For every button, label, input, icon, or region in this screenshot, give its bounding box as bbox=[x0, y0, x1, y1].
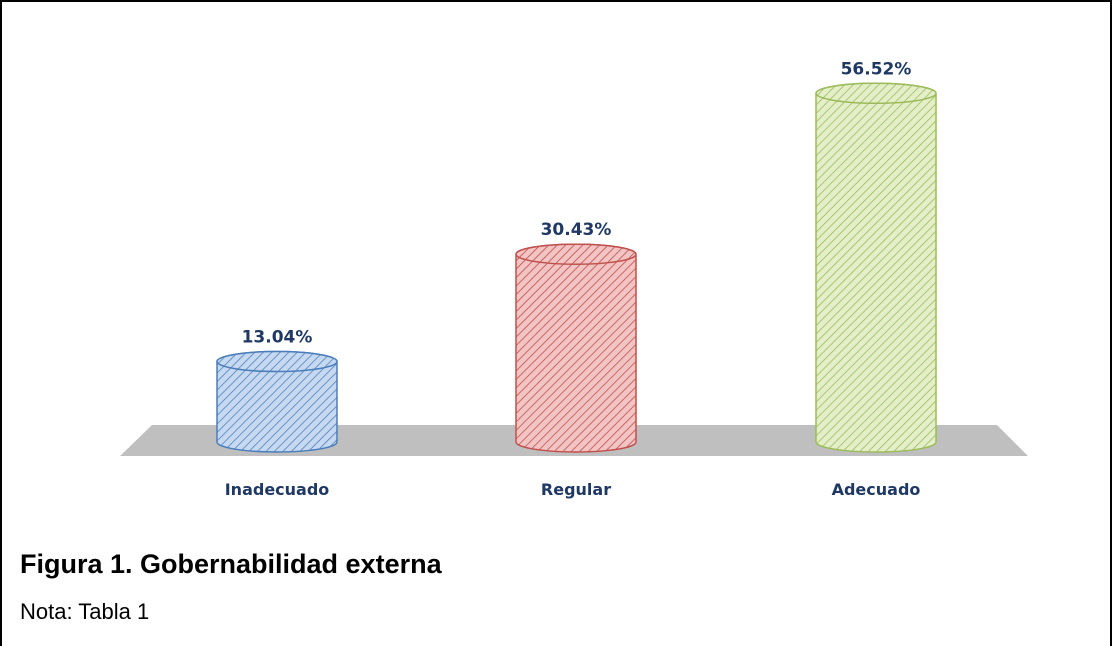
data-label-adecuado: 56.52% bbox=[841, 59, 912, 79]
figure-title: Figura 1. Gobernabilidad externa bbox=[20, 549, 442, 579]
data-label-regular: 30.43% bbox=[541, 220, 612, 240]
bar-top bbox=[515, 243, 637, 265]
bar-regular bbox=[515, 243, 637, 453]
figure-note: Nota: Tabla 1 bbox=[20, 599, 150, 624]
labels-layer: 13.04% Inadecuado 30.43% Regular 56.52% Adecu… bbox=[225, 59, 921, 499]
category-label-regular: Regular bbox=[541, 480, 611, 499]
bar-adecuado bbox=[815, 82, 937, 453]
bar-body bbox=[515, 243, 637, 453]
bar-chart: 13.04% Inadecuado 30.43% Regular 56.52% Adecu… bbox=[120, 59, 1028, 499]
bar-top bbox=[815, 82, 937, 105]
bars-layer bbox=[216, 82, 937, 453]
bar-body bbox=[815, 82, 937, 453]
category-label-inadecuado: Inadecuado bbox=[225, 480, 330, 499]
bar-top bbox=[216, 350, 338, 373]
category-label-adecuado: Adecuado bbox=[832, 480, 921, 499]
data-label-inadecuado: 13.04% bbox=[242, 328, 313, 348]
bar-inadecuado bbox=[216, 350, 338, 453]
